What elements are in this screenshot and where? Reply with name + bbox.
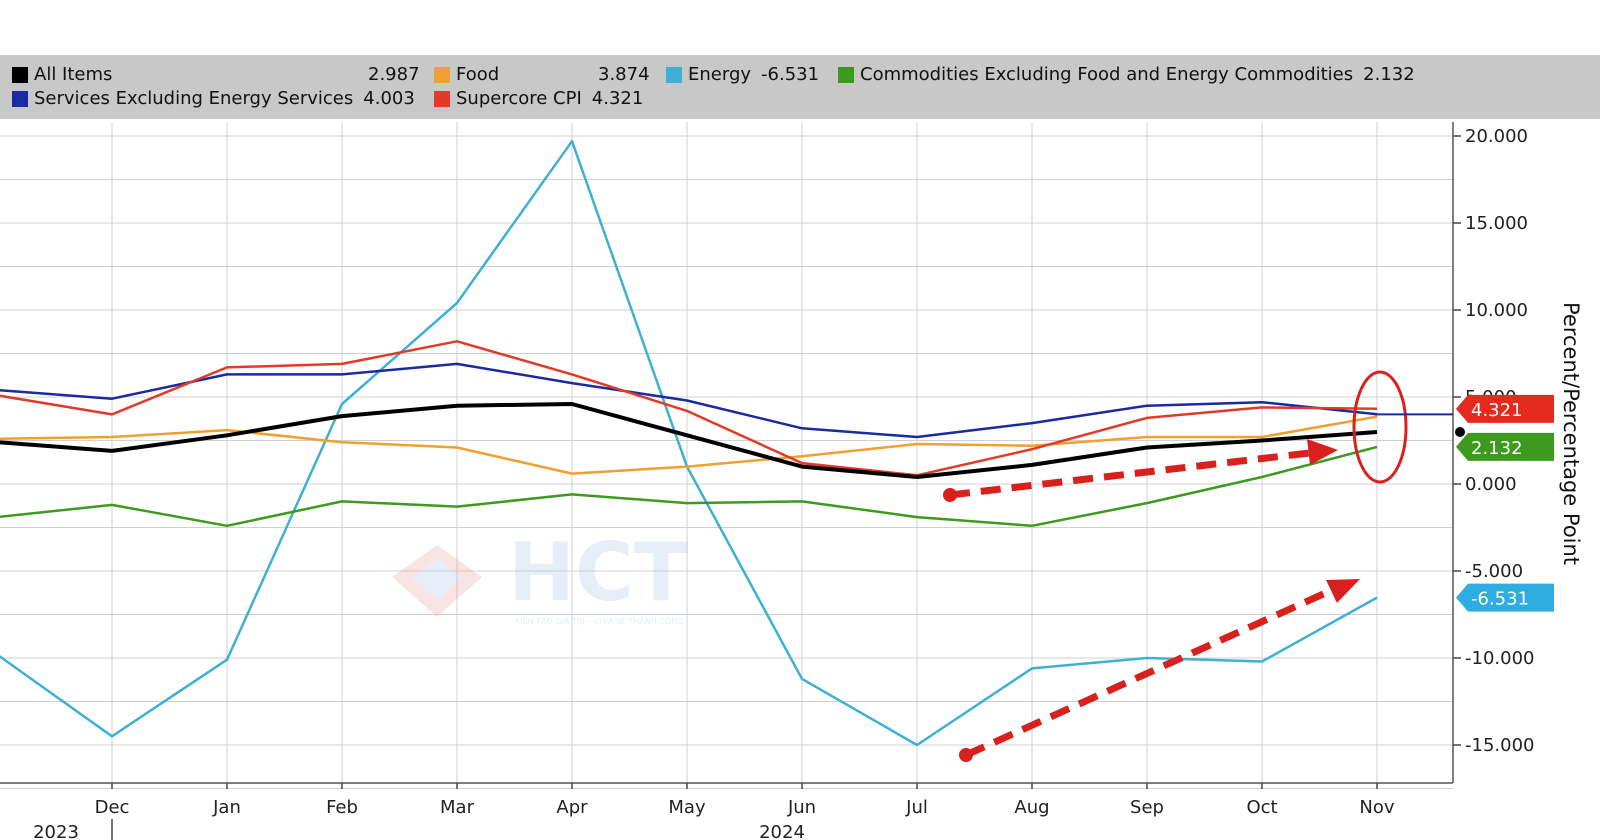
series-line-food: [0, 415, 1378, 475]
y-tick-label: -5.000: [1465, 561, 1523, 582]
legend-item-food: Food: [434, 64, 499, 85]
trend-arrow-upper-head: [1307, 439, 1338, 465]
highlight-ellipse: [1352, 370, 1408, 484]
end-label-tag: [1456, 394, 1554, 423]
watermark-tagline: KIẾN TẠO GIÁ TRỊ – CHIA SẺ THÀNH CÔNG: [515, 615, 684, 627]
legend-swatch: [838, 66, 854, 83]
y-tick-label: 20.000: [1465, 126, 1528, 147]
x-tick-label: Mar: [440, 797, 475, 818]
legend-label: Supercore CPI: [456, 88, 582, 109]
trend-arrow-lower-tail: [959, 748, 973, 762]
year-label-2023: 2023: [33, 822, 79, 840]
y-tick-label: -15.000: [1465, 735, 1534, 756]
end-label-text: 4.321: [1471, 400, 1523, 421]
y-axis: 20.00015.00010.0005.0000.000-5.000-10.00…: [1452, 122, 1534, 783]
legend-item-supercore: Supercore CPI 4.321: [434, 88, 643, 109]
x-axis: Dec Jan Feb Mar Apr May Jun Jul Aug Sep Oct Nov 2023…: [0, 782, 1453, 840]
x-tick-label: May: [668, 797, 706, 818]
legend-value: 2.987: [368, 64, 420, 85]
trend-arrow-upper-line: [949, 448, 1319, 499]
y-tick-label: 0.000: [1465, 474, 1517, 495]
x-tick-label: Jul: [905, 797, 928, 818]
all-items-end-marker: [1455, 427, 1465, 438]
legend-value-food: 3.874: [598, 64, 650, 85]
legend-label: Commodities Excluding Food and Energy Co…: [860, 64, 1354, 85]
y-tick-label: 10.000: [1465, 300, 1528, 321]
x-tick-label: Aug: [1014, 797, 1049, 818]
watermark: HCT KIẾN TẠO GIÁ TRỊ – CHIA SẺ THÀNH CÔN…: [392, 526, 689, 627]
year-label-2024: 2024: [759, 822, 805, 840]
legend-value: 4.003: [363, 88, 415, 109]
x-tick-label: Jan: [212, 797, 241, 818]
series-line-supercore: [0, 340, 1378, 477]
end-label-tag: [1456, 583, 1554, 612]
legend-item-all-items: All Items: [12, 64, 112, 85]
gridlines: [0, 122, 1453, 789]
x-tick-label: Oct: [1246, 797, 1277, 818]
legend-value: 3.874: [598, 64, 650, 85]
watermark-brand: HCT: [508, 526, 689, 619]
legend-label: Food: [456, 64, 500, 85]
legend-value: 4.321: [591, 88, 644, 109]
y-axis-title: Percent/Percentage Point: [1559, 302, 1583, 565]
legend-swatch: [12, 66, 28, 83]
x-tick-label: Jun: [787, 797, 816, 818]
legend-value: 2.132: [1363, 64, 1415, 85]
legend-value-all-items: 2.987: [368, 64, 420, 85]
series-line-services: [0, 362, 1378, 439]
series-line-energy: [0, 139, 1378, 747]
trend-arrow-lower-line: [964, 587, 1332, 759]
series-line-commodities: [0, 445, 1378, 528]
x-tick-label: Feb: [326, 797, 358, 818]
legend-item-commodities: Commodities Excluding Food and Energy Co…: [838, 64, 1415, 85]
y-tick-label: -10.000: [1465, 648, 1534, 669]
end-label-tag: [1456, 432, 1554, 461]
legend-item-energy: Energy -6.531: [666, 64, 819, 85]
end-label-text: 2.132: [1471, 438, 1523, 459]
legend-value: -6.531: [761, 64, 820, 85]
series-line-all: [0, 402, 1378, 479]
legend-label: Energy: [688, 64, 752, 85]
trend-arrow-lower-head: [1326, 579, 1360, 603]
legend-swatch: [434, 90, 450, 107]
legend-swatch: [12, 90, 28, 107]
x-tick-label: Dec: [95, 797, 130, 818]
annotations: [943, 370, 1408, 762]
y-tick-label: 15.000: [1465, 213, 1528, 234]
legend-label: All Items: [34, 64, 113, 85]
legend-swatch: [666, 66, 682, 83]
trend-arrow-upper-tail: [943, 488, 957, 502]
end-label-text: -6.531: [1471, 589, 1529, 610]
watermark-logo-inner-icon: [412, 559, 462, 600]
x-tick-label: Nov: [1359, 797, 1394, 818]
chart-legend: All Items 2.987 Food 3.874 Energy -6.531…: [0, 55, 1600, 119]
x-tick-label: Apr: [556, 797, 588, 818]
legend-swatch: [434, 66, 450, 83]
series-lines: [0, 139, 1378, 747]
x-tick-label: Sep: [1130, 797, 1164, 818]
watermark-logo-icon: [392, 545, 482, 617]
end-value-labels: 4.321 2.132 -6.531: [1377, 394, 1554, 612]
legend-label: Services Excluding Energy Services: [34, 88, 354, 109]
legend-item-services: Services Excluding Energy Services 4.003: [12, 88, 415, 109]
